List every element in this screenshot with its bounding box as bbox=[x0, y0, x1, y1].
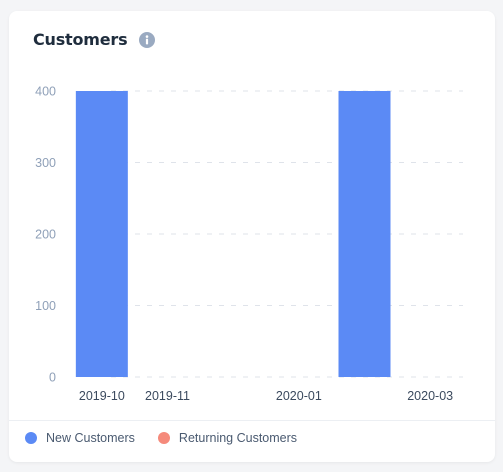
x-tick-label-2020-03: 2020-03 bbox=[407, 389, 453, 403]
x-tick-label-2019-10: 2019-10 bbox=[79, 389, 125, 403]
bar-new-customers-2020-02 bbox=[338, 91, 391, 377]
y-tick-label-400: 400 bbox=[35, 85, 56, 99]
y-tick-label-200: 200 bbox=[35, 228, 56, 242]
x-tick-label-2020-01: 2020-01 bbox=[276, 389, 322, 403]
y-tick-label-100: 100 bbox=[35, 299, 56, 313]
legend-divider bbox=[9, 420, 495, 421]
card-header: Customers bbox=[33, 30, 156, 49]
chart-legend: New Customers Returning Customers bbox=[25, 431, 320, 445]
customers-card: Customers 0 100 200 300 400 2019-10 2019-11 202… bbox=[9, 11, 495, 462]
legend-dot-new-customers bbox=[25, 432, 37, 444]
x-tick-label-2019-11: 2019-11 bbox=[145, 389, 190, 403]
y-tick-label-0: 0 bbox=[49, 371, 56, 385]
legend-item-new-customers[interactable]: New Customers bbox=[25, 431, 135, 445]
y-tick-label-300: 300 bbox=[35, 156, 56, 170]
card-title: Customers bbox=[33, 30, 128, 49]
info-icon[interactable] bbox=[139, 31, 156, 48]
legend-label-new-customers: New Customers bbox=[46, 431, 135, 445]
legend-item-returning-customers[interactable]: Returning Customers bbox=[157, 431, 298, 445]
legend-dot-returning-customers bbox=[157, 432, 170, 444]
bar-new-customers-2019-10 bbox=[75, 91, 128, 377]
legend-label-returning-customers: Returning Customers bbox=[178, 431, 298, 445]
bar-chart: 0 100 200 300 400 2019-10 2019-11 2020-01 2020-0… bbox=[35, 85, 463, 403]
